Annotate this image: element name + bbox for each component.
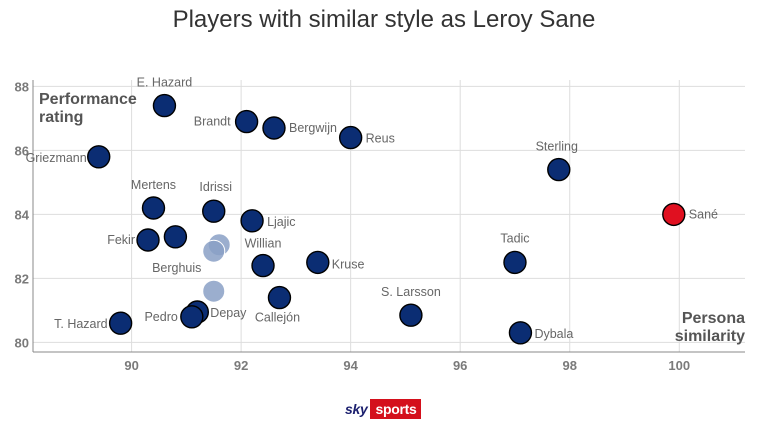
data-point — [202, 239, 226, 263]
data-point — [152, 93, 177, 118]
data-points — [87, 93, 686, 345]
point-label: E. Hazard — [137, 76, 193, 90]
y-tick-label: 82 — [15, 271, 29, 286]
point-label: Griezmann — [26, 151, 87, 165]
grid-lines — [33, 80, 745, 352]
x-axis-title: Persona similarity — [675, 310, 745, 345]
data-point — [180, 305, 204, 329]
axis-titles: Performance rating Persona similarity — [39, 91, 745, 345]
y-tick-label: 84 — [15, 207, 30, 222]
data-point — [547, 157, 571, 182]
data-point — [87, 145, 111, 169]
point-label: Tadic — [500, 231, 529, 245]
x-tick-label: 92 — [234, 358, 248, 373]
y-tick-label: 86 — [15, 143, 29, 158]
point-label: Sané — [689, 207, 718, 221]
data-point — [306, 250, 330, 275]
data-point — [136, 228, 160, 252]
data-point — [234, 109, 259, 134]
point-label: Ljajic — [267, 215, 296, 229]
point-label: Sterling — [536, 140, 578, 154]
data-point — [399, 303, 423, 327]
highlight-point — [662, 202, 686, 227]
point-label: Berghuis — [152, 261, 201, 275]
data-point — [508, 321, 533, 345]
point-label: Willian — [245, 237, 282, 251]
point-label: Dybala — [534, 327, 573, 341]
data-point — [503, 250, 527, 275]
data-point — [262, 116, 286, 140]
logo-sports: sports — [370, 399, 422, 419]
data-point — [338, 125, 363, 150]
data-point — [202, 279, 226, 303]
point-label: Kruse — [332, 257, 365, 271]
point-label: Brandt — [194, 115, 231, 129]
data-point — [141, 196, 166, 220]
point-label: Depay — [210, 306, 247, 320]
point-label: S. Larsson — [381, 285, 441, 299]
axes — [32, 80, 745, 353]
data-point — [163, 225, 188, 249]
point-labels: Berghuis E. Hazard Brandt Bergwijn Reus Griez… — [26, 76, 718, 341]
point-label: Fekir — [107, 233, 135, 247]
point-label: Mertens — [131, 178, 176, 192]
data-point — [202, 199, 226, 223]
y-tick-label: 80 — [15, 335, 29, 350]
point-label: Reus — [366, 132, 395, 146]
x-tick-label: 96 — [453, 358, 467, 373]
x-tick-label: 90 — [124, 358, 138, 373]
point-label: Pedro — [144, 310, 177, 324]
sky-sports-logo: sky sports — [342, 399, 422, 419]
x-tick-label: 100 — [668, 358, 690, 373]
tick-labels: 90 92 94 96 98 100 80 82 84 86 88 — [15, 79, 691, 373]
data-point — [240, 209, 264, 233]
data-point — [251, 253, 275, 278]
point-label: Callejón — [255, 311, 300, 325]
data-point — [267, 285, 292, 310]
point-label: Idrissi — [199, 180, 232, 194]
y-axis-title: Performance rating — [39, 91, 137, 126]
chart-title: Players with similar style as Leroy Sane — [172, 6, 596, 33]
y-tick-label: 88 — [15, 79, 29, 94]
point-label: Bergwijn — [289, 121, 337, 135]
data-point — [108, 311, 133, 335]
x-tick-label: 94 — [343, 358, 358, 373]
x-tick-label: 98 — [563, 358, 577, 373]
point-label: T. Hazard — [54, 317, 108, 331]
logo-sky: sky — [342, 399, 371, 419]
